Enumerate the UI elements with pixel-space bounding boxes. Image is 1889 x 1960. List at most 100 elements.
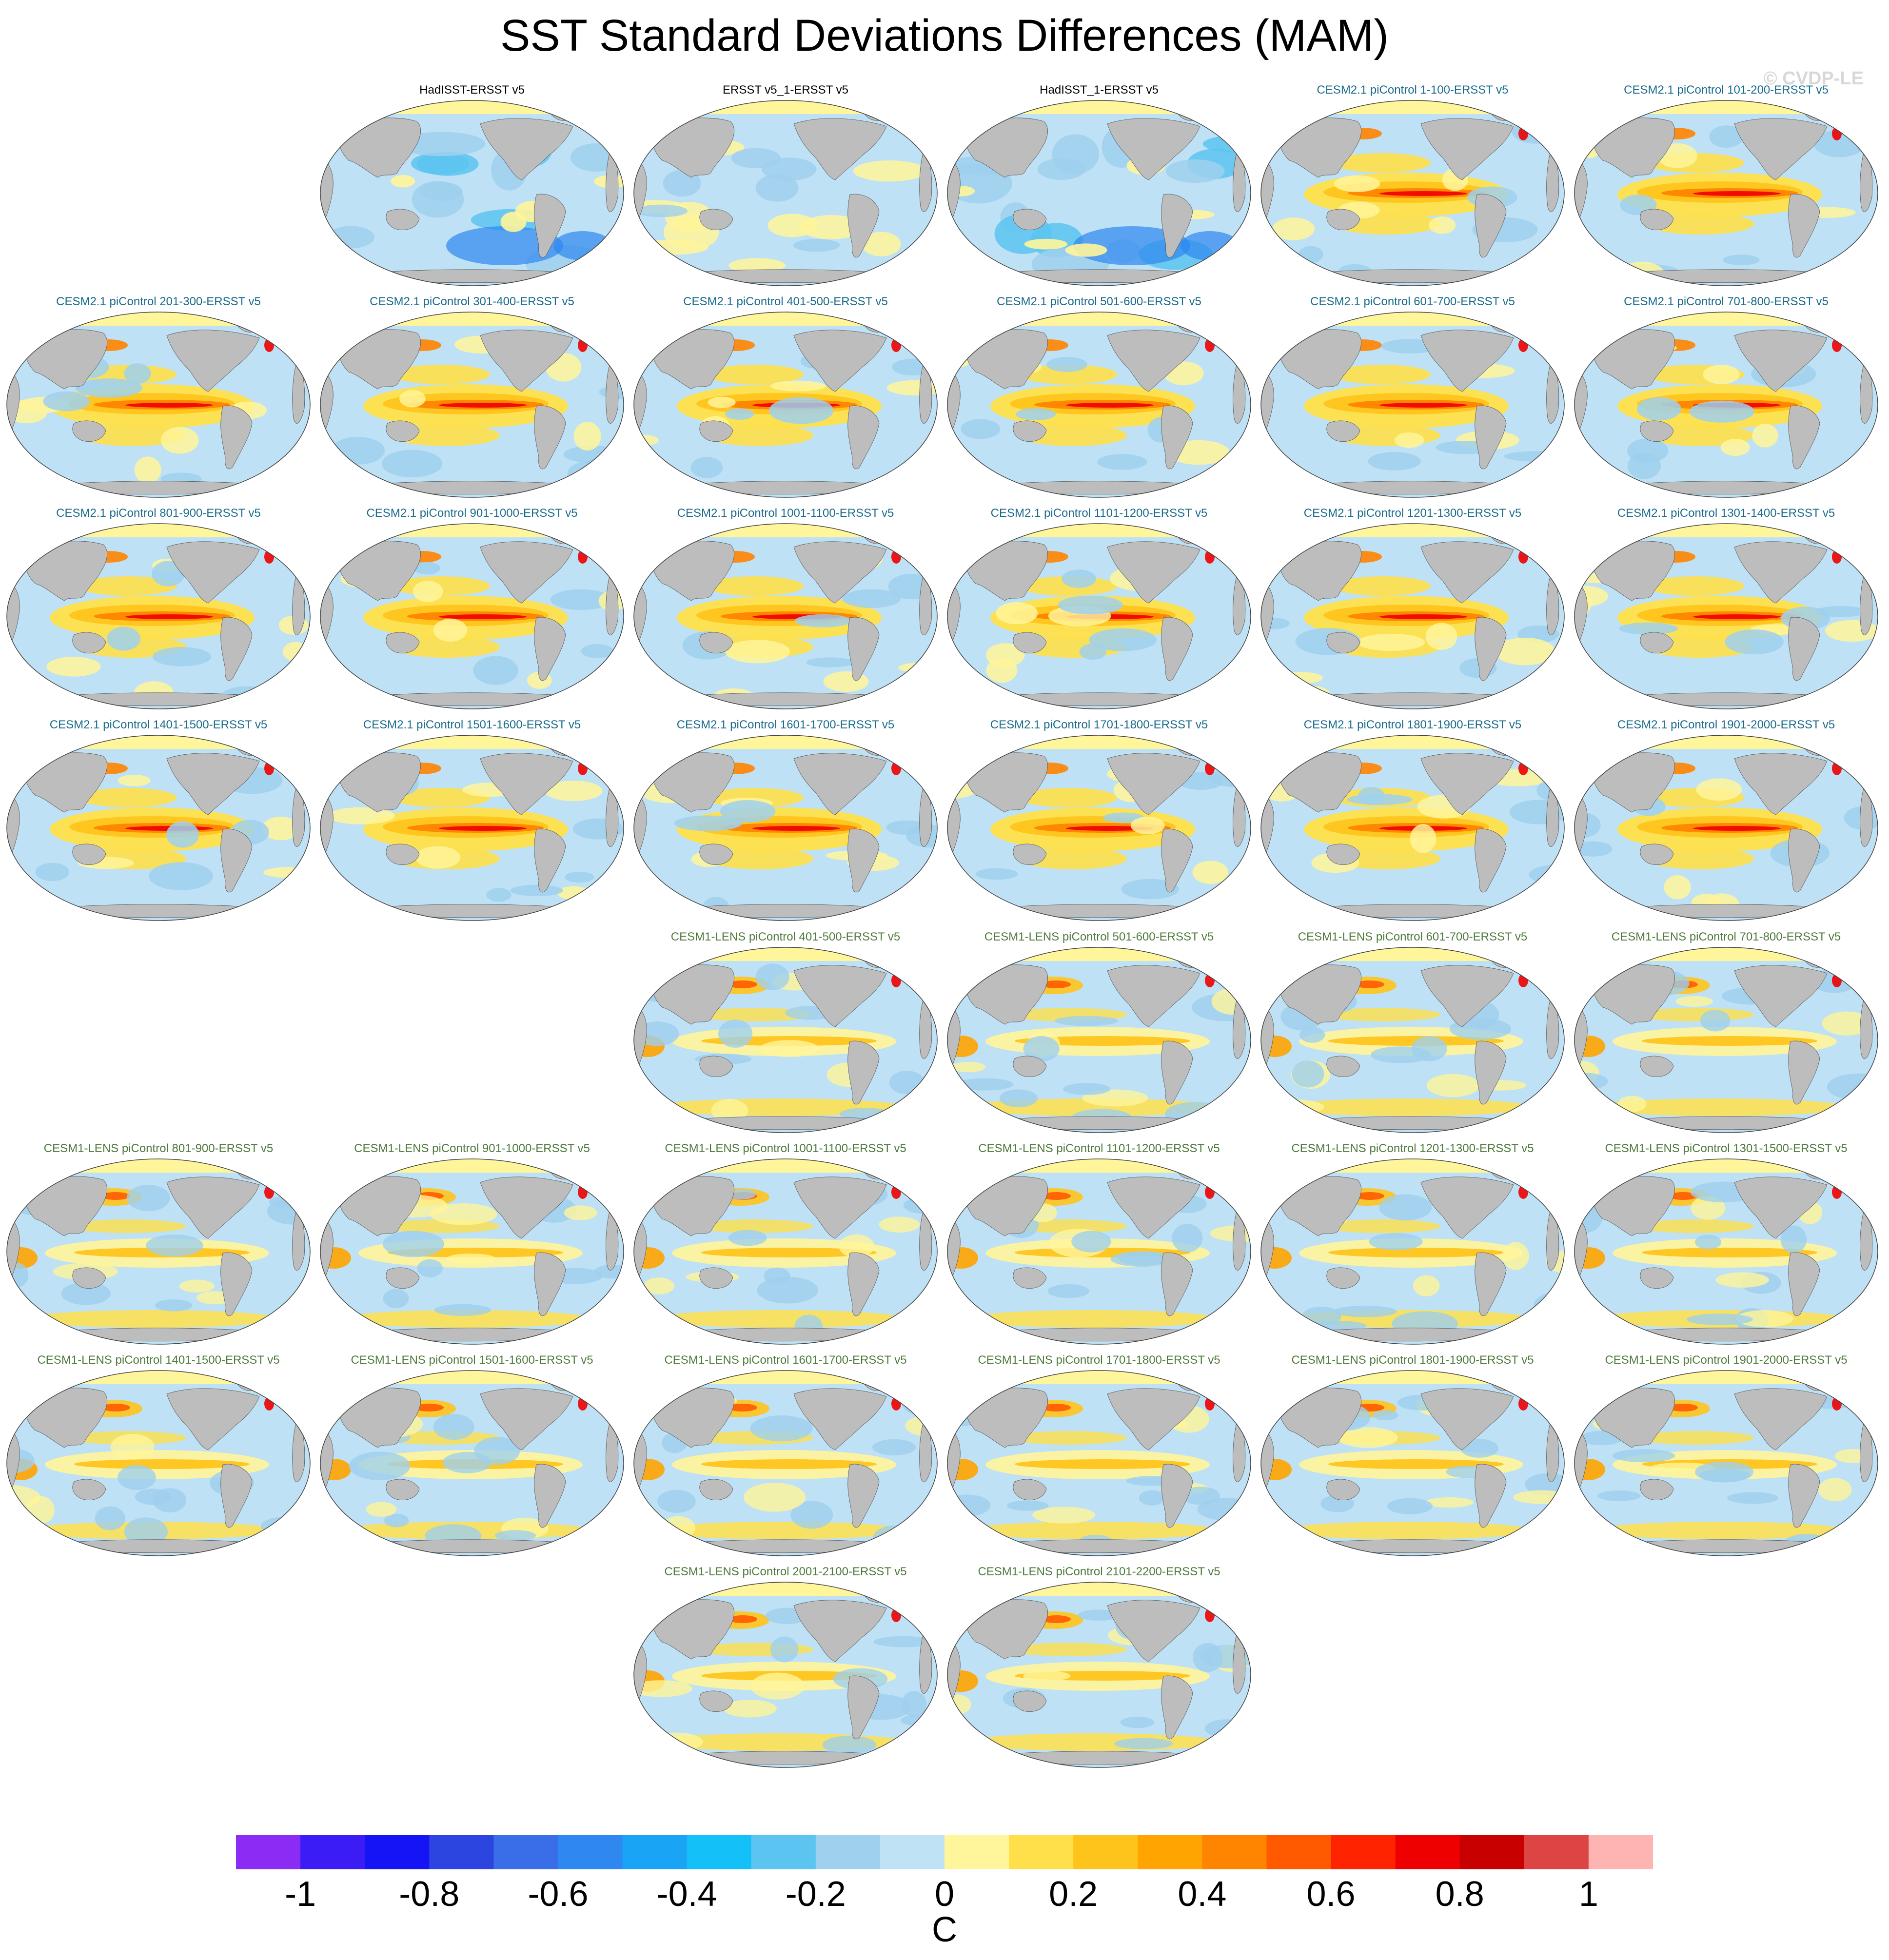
colorbar-swatch xyxy=(1138,1835,1202,1869)
sst-map xyxy=(947,523,1251,709)
panel-title: CESM1-LENS piControl 1901-2000-ERSST v5 xyxy=(1605,1353,1848,1367)
colorbar-swatch xyxy=(558,1835,623,1869)
map-panel: CESM1-LENS piControl 501-600-ERSST v5 xyxy=(943,930,1256,1135)
sst-map xyxy=(1574,1370,1878,1556)
colorbar-swatch xyxy=(429,1835,494,1869)
sst-map xyxy=(6,735,311,921)
panel-title: CESM1-LENS piControl 801-900-ERSST v5 xyxy=(43,1142,274,1155)
sst-map xyxy=(947,947,1251,1133)
panel-title: CESM2.1 piControl 901-1000-ERSST v5 xyxy=(366,507,578,520)
copyright-label: © CVDP-LE xyxy=(1763,68,1864,89)
sst-map xyxy=(947,1582,1251,1768)
panel-title: CESM1-LENS piControl 1801-1900-ERSST v5 xyxy=(1291,1353,1534,1367)
map-panel: CESM1-LENS piControl 601-700-ERSST v5 xyxy=(1256,930,1569,1135)
panel-title: ERSST v5_1-ERSST v5 xyxy=(723,83,848,97)
panel-title: CESM1-LENS piControl 1401-1500-ERSST v5 xyxy=(37,1353,280,1367)
sst-map xyxy=(1574,312,1878,498)
sst-map xyxy=(1260,1158,1565,1345)
colorbar-tick-label: -0.2 xyxy=(785,1875,846,1914)
panel-title: CESM1-LENS piControl 901-1000-ERSST v5 xyxy=(354,1142,590,1155)
panel-title: CESM1-LENS piControl 1701-1800-ERSST v5 xyxy=(978,1353,1220,1367)
colorbar-tick-label: -0.6 xyxy=(528,1875,589,1914)
colorbar-swatch xyxy=(944,1835,1009,1869)
sst-map xyxy=(320,1370,624,1556)
colorbar-swatch xyxy=(365,1835,430,1869)
panel-title: CESM2.1 piControl 701-800-ERSST v5 xyxy=(1624,295,1829,308)
map-panel: CESM1-LENS piControl 1201-1300-ERSST v5 xyxy=(1256,1141,1569,1346)
sst-map xyxy=(947,100,1251,286)
sst-map xyxy=(947,312,1251,498)
map-panel: CESM2.1 piControl 201-300-ERSST v5 xyxy=(2,294,315,499)
sst-map xyxy=(1574,1158,1878,1345)
panel-title: CESM2.1 piControl 1401-1500-ERSST v5 xyxy=(49,718,268,731)
sst-map xyxy=(320,100,624,286)
map-panel: CESM2.1 piControl 1-100-ERSST v5 xyxy=(1256,83,1569,288)
map-panel: ERSST v5_1-ERSST v5 xyxy=(629,83,942,288)
panel-title: CESM1-LENS piControl 401-500-ERSST v5 xyxy=(670,930,901,943)
panel-title: CESM1-LENS piControl 701-800-ERSST v5 xyxy=(1611,930,1841,943)
colorbar-units: C xyxy=(932,1910,957,1949)
colorbar-tick-label: -1 xyxy=(285,1875,316,1914)
map-panel: HadISST_1-ERSST v5 xyxy=(943,83,1256,288)
map-panel: CESM1-LENS piControl 401-500-ERSST v5 xyxy=(629,930,942,1135)
map-panel: CESM1-LENS piControl 1301-1500-ERSST v5 xyxy=(1570,1141,1883,1346)
colorbar-swatch xyxy=(1009,1835,1074,1869)
sst-map xyxy=(320,523,624,709)
sst-map xyxy=(633,1158,938,1345)
panel-title: CESM2.1 piControl 801-900-ERSST v5 xyxy=(56,507,261,520)
colorbar-tick-label: 1 xyxy=(1578,1875,1598,1914)
sst-map xyxy=(633,735,938,921)
map-panel: CESM1-LENS piControl 1701-1800-ERSST v5 xyxy=(943,1353,1256,1558)
colorbar-swatch xyxy=(1459,1835,1525,1869)
panel-title: CESM2.1 piControl 1001-1100-ERSST v5 xyxy=(677,507,894,520)
sst-map xyxy=(1260,523,1565,709)
panel-title: HadISST-ERSST v5 xyxy=(419,83,525,97)
sst-map xyxy=(1574,523,1878,709)
panel-title: CESM2.1 piControl 1801-1900-ERSST v5 xyxy=(1303,718,1522,731)
map-panel: CESM2.1 piControl 501-600-ERSST v5 xyxy=(943,294,1256,499)
sst-map xyxy=(947,1370,1251,1556)
sst-map xyxy=(633,100,938,286)
figure-title: SST Standard Deviations Differences (MAM… xyxy=(500,11,1389,60)
map-panel: CESM1-LENS piControl 1801-1900-ERSST v5 xyxy=(1256,1353,1569,1558)
sst-map xyxy=(320,735,624,921)
sst-map xyxy=(947,1158,1251,1345)
panel-title: CESM1-LENS piControl 1001-1100-ERSST v5 xyxy=(665,1142,906,1155)
map-panel: CESM2.1 piControl 601-700-ERSST v5 xyxy=(1256,294,1569,499)
panel-title: CESM2.1 piControl 201-300-ERSST v5 xyxy=(56,295,261,308)
map-panel: HadISST-ERSST v5 xyxy=(315,83,629,288)
colorbar-tick-label: 0.8 xyxy=(1435,1875,1484,1914)
panel-title: HadISST_1-ERSST v5 xyxy=(1040,83,1159,97)
sst-map xyxy=(320,1158,624,1345)
sst-map xyxy=(633,1582,938,1768)
sst-map xyxy=(6,1158,311,1345)
panel-title: CESM2.1 piControl 601-700-ERSST v5 xyxy=(1310,295,1515,308)
map-panel: CESM2.1 piControl 1001-1100-ERSST v5 xyxy=(629,506,942,711)
map-panel: CESM2.1 piControl 301-400-ERSST v5 xyxy=(315,294,629,499)
sst-map xyxy=(947,735,1251,921)
sst-map xyxy=(633,1370,938,1556)
panel-title: CESM1-LENS piControl 501-600-ERSST v5 xyxy=(984,930,1214,943)
map-panel: CESM1-LENS piControl 2101-2200-ERSST v5 xyxy=(943,1565,1256,1769)
panel-title: CESM1-LENS piControl 2101-2200-ERSST v5 xyxy=(978,1565,1220,1578)
colorbar-swatch xyxy=(880,1835,945,1869)
map-panel: CESM2.1 piControl 1501-1600-ERSST v5 xyxy=(315,718,629,922)
sst-map xyxy=(6,1370,311,1556)
colorbar-tick-label: 0 xyxy=(934,1875,955,1914)
sst-map xyxy=(1260,312,1565,498)
panel-title: CESM2.1 piControl 501-600-ERSST v5 xyxy=(997,295,1201,308)
panel-title: CESM1-LENS piControl 1101-1200-ERSST v5 xyxy=(978,1142,1220,1155)
map-panel: CESM1-LENS piControl 1401-1500-ERSST v5 xyxy=(2,1353,315,1558)
sst-map xyxy=(633,947,938,1133)
colorbar-swatch xyxy=(236,1835,301,1869)
map-panel: CESM2.1 piControl 401-500-ERSST v5 xyxy=(629,294,942,499)
map-panel: CESM1-LENS piControl 1901-2000-ERSST v5 xyxy=(1570,1353,1883,1558)
colorbar-swatch xyxy=(1202,1835,1267,1869)
panel-title: CESM1-LENS piControl 2001-2100-ERSST v5 xyxy=(664,1565,907,1578)
panel-title: CESM2.1 piControl 1601-1700-ERSST v5 xyxy=(676,718,895,731)
map-panel: CESM1-LENS piControl 1001-1100-ERSST v5 xyxy=(629,1141,942,1346)
colorbar-swatch xyxy=(1266,1835,1332,1869)
panel-title: CESM2.1 piControl 1201-1300-ERSST v5 xyxy=(1303,507,1522,520)
panel-title: CESM2.1 piControl 1501-1600-ERSST v5 xyxy=(363,718,581,731)
colorbar-swatch xyxy=(1073,1835,1138,1869)
